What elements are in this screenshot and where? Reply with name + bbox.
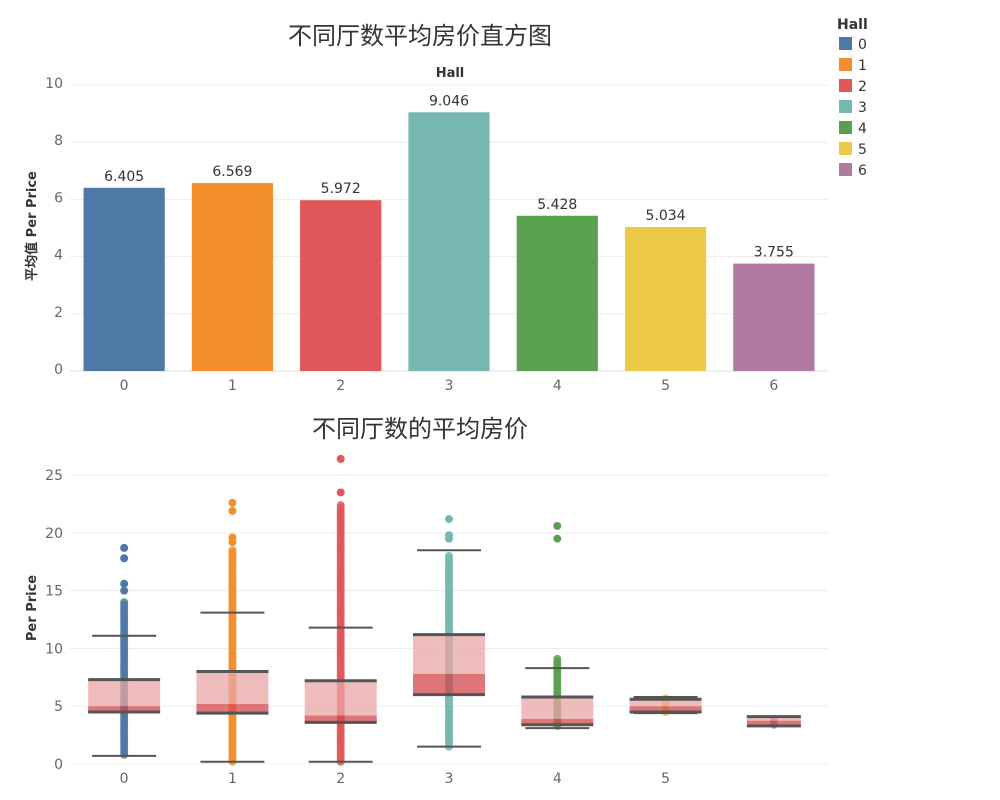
bar-2 [300,200,382,371]
box-y-tick-label: 5 [54,699,63,715]
legend-swatch-3 [839,100,852,113]
legend-label: 4 [858,121,867,137]
box-outlier-point [553,521,562,530]
bar-y-tick-label: 8 [54,133,63,149]
bar-value-label: 3.755 [754,245,794,261]
box-outlier-point [120,586,129,595]
legend-label: 6 [858,163,867,179]
box-upper-half [196,671,269,704]
legend: 0 1 2 3 4 5 6 [839,37,867,179]
legend-swatch-6 [839,163,852,176]
bar-x-tick-label: 3 [445,378,454,394]
box-outlier-point [445,531,453,540]
bar-x-tick-label: 0 [120,378,129,394]
bar-y-tick-label: 0 [54,362,63,378]
box-y-tick-label: 20 [45,526,63,542]
bar-value-label: 6.405 [104,169,144,185]
box-lower-half [88,706,161,712]
bar-y-ticks: 0 2 4 6 8 10 [45,76,63,378]
box-outlier-point [228,533,237,542]
box-y-axis-title: Per Price [25,575,40,641]
box-x-tick-label: 3 [445,771,454,787]
legend-swatch-4 [839,121,852,134]
bar-0 [83,187,165,371]
legend-swatch-2 [839,79,852,92]
bar-1 [191,183,274,371]
bar-y-tick-label: 4 [54,248,63,264]
box-y-tick-label: 15 [45,584,63,600]
box-upper-half [413,634,485,674]
legend-label: 5 [858,142,867,158]
legend-swatch-0 [839,37,852,50]
box-x-ticks: 0 1 2 3 4 5 [120,771,670,787]
bar-x-axis-title: Hall [436,66,465,81]
box-marks [88,454,801,766]
bar-x-tick-label: 1 [228,378,237,394]
bar-value-label: 5.972 [321,181,361,197]
bar-x-tick-label: 2 [336,378,345,394]
box-y-ticks: 0 5 10 15 20 25 [45,468,63,773]
bar-x-ticks: 0 1 2 3 4 5 6 [120,378,779,394]
box-upper-half [521,696,594,719]
box-y-tick-label: 0 [54,757,63,773]
box-outlier-point [336,454,345,463]
bar-x-tick-label: 5 [661,378,670,394]
box-upper-half [304,680,377,716]
bar-y-tick-label: 10 [45,76,63,92]
legend-label: 2 [858,79,867,95]
bar-x-tick-label: 4 [553,378,562,394]
bar-y-axis-title: 平均值 Per Price [24,171,40,281]
legend-label: 0 [858,37,867,53]
box-outlier-point [228,498,237,507]
bar-value-label: 6.569 [212,164,252,180]
legend-swatch-5 [839,142,852,155]
box-point [228,546,237,555]
box-x-tick-label: 4 [553,771,562,787]
box-x-tick-label: 5 [661,771,670,787]
box-y-tick-label: 25 [45,468,63,484]
bar-x-tick-label: 6 [769,378,778,394]
box-x-tick-label: 2 [336,771,345,787]
box-lower-half [746,720,801,726]
box-lower-half [196,703,269,714]
legend-title: Hall [837,17,868,33]
bar-5 [624,227,707,371]
bar-marks: 6.405 6.569 5.972 9.046 5.428 5.034 3.755 [83,93,815,372]
box-upper-half [629,699,702,707]
box-point [445,552,453,560]
box-point [120,598,129,607]
bar-6 [733,263,815,371]
bar-y-tick-label: 2 [54,305,63,321]
box-x-tick-label: 0 [120,771,129,787]
legend-label: 3 [858,100,867,116]
box-upper-half [746,716,801,721]
legend-label: 1 [858,58,867,74]
bar-3 [408,112,490,372]
box-chart-title: 不同厅数的平均房价 [312,415,528,443]
box-x-tick-label: 1 [228,771,237,787]
box-upper-half [88,679,161,707]
box-outlier-point [120,554,129,563]
bar-value-label: 5.428 [537,197,577,213]
box-y-tick-label: 10 [45,641,63,657]
box-outlier-point [336,488,345,497]
legend-swatch-1 [839,58,852,71]
box-lower-half [629,706,702,712]
bar-value-label: 9.046 [429,93,469,109]
box-lower-half [413,673,485,695]
box-outlier-point [553,534,562,543]
box-outlier-point [445,515,453,524]
box-lower-half [304,715,377,723]
box-outlier-point [120,543,129,552]
bar-value-label: 5.034 [646,208,686,224]
box-outlier-point [120,579,129,588]
bar-y-tick-label: 6 [54,190,63,206]
box-point [553,654,562,663]
box-lower-half [521,718,594,725]
box-point [336,501,345,510]
box-outlier-point [228,506,237,515]
bar-4 [516,215,598,371]
bar-chart-title: 不同厅数平均房价直方图 [288,22,552,50]
